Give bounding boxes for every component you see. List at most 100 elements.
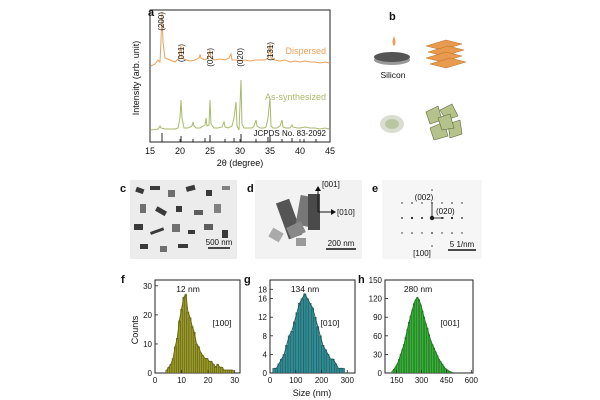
- hist-h-bar: [423, 317, 425, 374]
- hist-f-bar: [195, 343, 198, 374]
- xrd-xtick: 20: [175, 146, 185, 156]
- hist-f-bar: [176, 337, 179, 374]
- hist-h-ytick-label: 120: [369, 295, 383, 304]
- hist-h-xtick-label: 450: [440, 376, 454, 385]
- hist-g-bar: [275, 368, 278, 374]
- hist-f-ticks: 0 10 20 30 0 10 20 30: [143, 282, 240, 385]
- hist-f-bar: [214, 367, 217, 374]
- hist-f-xtick-label: 30: [230, 376, 239, 385]
- hist-g-xlabel: Size (nm): [293, 388, 332, 398]
- zone-001-label: [001]: [322, 180, 340, 189]
- saed-spots: [401, 189, 463, 247]
- hist-g-ytick-label: 4: [263, 350, 268, 359]
- hist-h-ytick-label: 0: [378, 369, 383, 378]
- hist-g-bar: [300, 298, 304, 374]
- hist-g-bar: [326, 354, 330, 374]
- hist-h-ytick-label: 30: [373, 350, 382, 359]
- hist-h-bar: [418, 299, 421, 374]
- hist-g-zone: [010]: [321, 318, 340, 328]
- panel-letter-e: e: [372, 183, 378, 195]
- hist-h-bar: [426, 328, 429, 374]
- hist-g-xtick-label: 300: [341, 376, 355, 385]
- xrd-ylabel: Intensity (arb. unit): [131, 41, 141, 116]
- hist-g-ytick-label: 8: [263, 332, 268, 341]
- hist-g-bar: [293, 321, 296, 374]
- hist-h-bar: [436, 355, 439, 374]
- hist-f-bar: [182, 297, 185, 374]
- tem-particles-c: [134, 184, 230, 252]
- hist-f-xtick-label: 10: [177, 376, 186, 385]
- hist-h-bar: [419, 304, 422, 374]
- hist-f-bar: [188, 317, 192, 374]
- hist-g-xtick-label: 200: [315, 376, 329, 385]
- hist-h-bar: [437, 359, 440, 374]
- hist-h-bar: [433, 348, 435, 374]
- hist-h-xtick-label: 600: [465, 376, 479, 385]
- panel-letter-d: d: [247, 183, 254, 195]
- hist-g-xtick-label: 0: [268, 376, 273, 385]
- hist-f-bar: [184, 294, 188, 374]
- hist-f-ylabel: Counts: [130, 315, 140, 344]
- panel-f: f Counts 0 10 20 30 0 10 20 30 12 nm [100]: [121, 274, 241, 385]
- hist-f-ytick-label: 20: [143, 311, 152, 320]
- hist-g-bar: [290, 330, 294, 374]
- panel-b: b Silicon: [374, 11, 467, 141]
- peak-label: (131): [266, 42, 275, 61]
- hist-h-bars: [391, 297, 454, 374]
- xrd-xtick: 25: [205, 146, 215, 156]
- droplet-icon: [392, 36, 396, 46]
- zone-010-label: [010]: [337, 208, 355, 217]
- panel-letter-b: b: [389, 11, 396, 23]
- hist-g-bar: [295, 312, 299, 374]
- panel-d: d [001] [010] 200 nm: [247, 180, 362, 259]
- hist-g-bar: [323, 349, 327, 374]
- hist-g-bar: [272, 368, 276, 374]
- stacked-plates-icon: [425, 39, 467, 69]
- spot-020-label: (020): [436, 207, 455, 216]
- hist-f-bar: [199, 352, 202, 374]
- hist-h-ticks: 150 300 450 600 0 30 60 90 120 150: [369, 276, 479, 385]
- hist-g-bar: [311, 307, 314, 374]
- hist-g-bar: [336, 368, 340, 374]
- panel-c: c 500 nm: [120, 180, 237, 259]
- hist-h-bar: [404, 336, 407, 374]
- hist-g-ytick-label: 16: [258, 295, 267, 304]
- hist-f-bar: [218, 367, 222, 374]
- hist-g-xtick-label: 100: [289, 376, 303, 385]
- hist-f-xtick-label: 20: [204, 376, 213, 385]
- hist-h-annotation: 280 nm: [404, 284, 432, 294]
- hist-h-bar: [424, 323, 427, 374]
- xrd-xlabel: 2θ (degree): [217, 158, 264, 168]
- panel-a: a Intensity (arb. unit) 15 20 25 30 35 4…: [131, 7, 335, 168]
- panel-letter-h: h: [358, 274, 365, 286]
- hist-f-xtick-label: 0: [153, 376, 158, 385]
- xrd-xtick: 40: [295, 146, 305, 156]
- hist-g-bar: [329, 358, 332, 374]
- peak-label: (021): [206, 48, 215, 67]
- hist-g-bar: [298, 303, 302, 374]
- xrd-xtick: 30: [235, 146, 245, 156]
- xrd-dispersed-label: Dispersed: [285, 46, 326, 56]
- hist-g-bar: [287, 335, 291, 374]
- hist-h-bar: [391, 370, 394, 374]
- xrd-ref-sticks: [161, 133, 317, 142]
- flakes-icon: [425, 103, 463, 141]
- scale-label-c: 500 nm: [206, 238, 233, 247]
- hist-g-bar: [321, 344, 325, 374]
- hist-g-ytick-label: 12: [258, 313, 267, 322]
- hist-h-zone: [001]: [441, 318, 460, 328]
- hist-f-bar: [201, 355, 205, 374]
- hist-g-bar: [339, 368, 343, 374]
- hist-h-bar: [434, 351, 437, 374]
- xrd-ref-label: JCPDS No. 83-2092: [254, 129, 327, 138]
- peak-label: (011): [177, 44, 186, 62]
- hist-h-bar: [409, 315, 412, 374]
- scale-label-e: 5 1/nm: [450, 240, 475, 249]
- hist-h-bar: [451, 372, 454, 374]
- hist-h-ytick-label: 60: [373, 332, 382, 341]
- hist-f-annotation: 12 nm: [176, 284, 200, 294]
- hist-f-bar: [190, 326, 194, 374]
